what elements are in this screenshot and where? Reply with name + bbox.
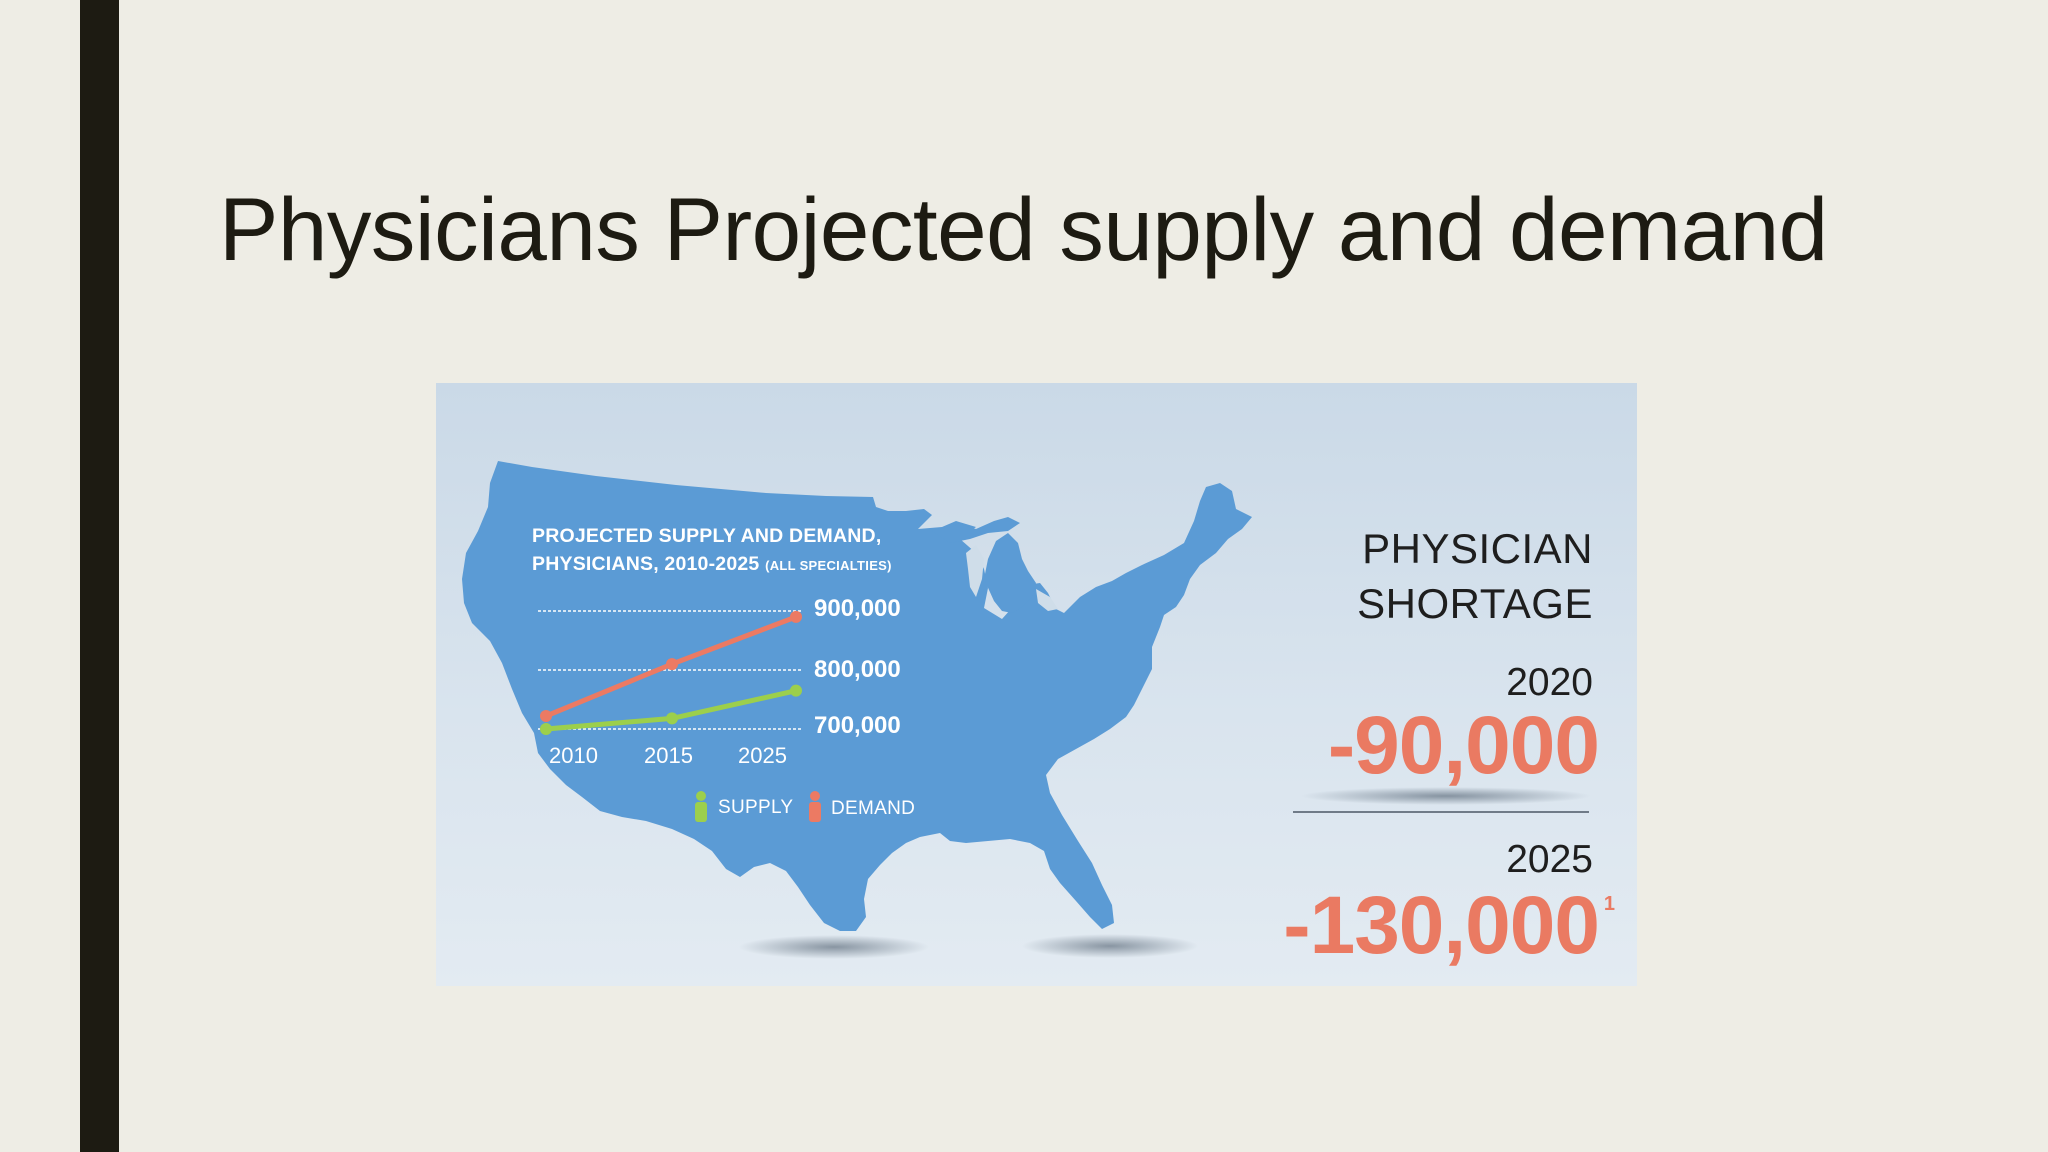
legend-demand-person-icon xyxy=(809,791,821,822)
slide-title: Physicians Projected supply and demand xyxy=(219,179,1828,279)
demand-point xyxy=(540,710,552,723)
shortage-title-line1: PHYSICIAN xyxy=(1362,525,1593,572)
y-tick-label: 900,000 xyxy=(814,595,901,622)
chart-title-line2: PHYSICIANS, 2010-2025 (ALL SPECIALTIES) xyxy=(532,553,892,576)
us-map-chart xyxy=(462,461,1591,959)
shortage-value-2020: -90,000 xyxy=(1327,700,1600,791)
chart-title-main: PHYSICIANS, 2010-2025 xyxy=(532,553,760,575)
accent-bar xyxy=(80,0,119,1152)
chart-title-qualifier: (ALL SPECIALTIES) xyxy=(765,558,892,573)
supply-point xyxy=(666,712,678,725)
supply-point xyxy=(540,723,552,735)
demand-point xyxy=(790,610,802,623)
florida-shadow xyxy=(1022,934,1198,958)
great-lakes xyxy=(966,545,1058,611)
x-tick-label: 2010 xyxy=(549,743,598,768)
chart-series-points xyxy=(540,610,802,735)
shortage-footnote: 1 xyxy=(1603,893,1615,915)
x-tick-label: 2015 xyxy=(644,743,693,768)
legend-demand-label: DEMAND xyxy=(831,798,916,819)
y-tick-label: 700,000 xyxy=(814,712,901,739)
x-tick-label: 2025 xyxy=(738,743,787,768)
shortage-value-2025: -130,000 xyxy=(1283,880,1600,971)
legend-supply-label: SUPPLY xyxy=(718,797,794,818)
shortage-title: PHYSICIAN SHORTAGE xyxy=(1357,521,1593,631)
legend-supply-person-icon xyxy=(695,791,707,822)
number-shadow xyxy=(1301,787,1591,805)
y-tick-label: 800,000 xyxy=(814,656,901,683)
us-map-icon xyxy=(462,461,1252,931)
shortage-title-line2: SHORTAGE xyxy=(1357,580,1593,627)
shortage-year-2025: 2025 xyxy=(1506,838,1593,881)
chart-title-line1: PROJECTED SUPPLY AND DEMAND, xyxy=(532,525,882,547)
shortage-year-2020: 2020 xyxy=(1506,661,1593,704)
demand-point xyxy=(666,658,678,671)
texas-shadow xyxy=(739,935,929,959)
chart-gridlines xyxy=(538,610,802,730)
supply-point xyxy=(790,684,802,697)
infographic: PROJECTED SUPPLY AND DEMAND, PHYSICIANS,… xyxy=(436,383,1637,986)
